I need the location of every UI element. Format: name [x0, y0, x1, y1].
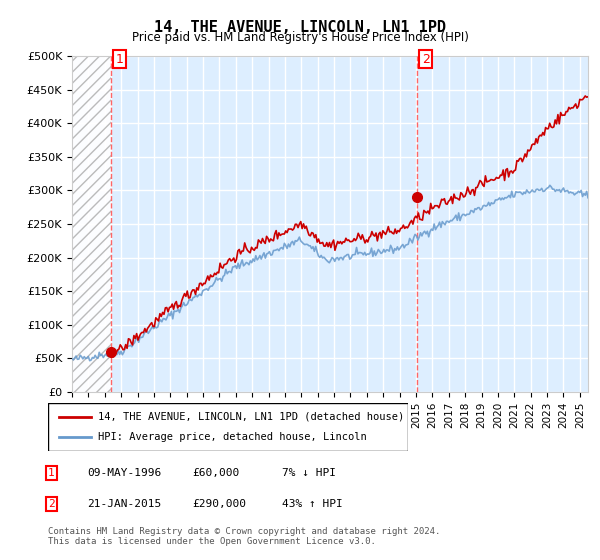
Text: 09-MAY-1996: 09-MAY-1996	[87, 468, 161, 478]
Text: £60,000: £60,000	[192, 468, 239, 478]
Text: 2: 2	[48, 499, 55, 509]
Bar	[72, 56, 110, 392]
Text: 21-JAN-2015: 21-JAN-2015	[87, 499, 161, 509]
FancyBboxPatch shape	[48, 403, 408, 451]
Text: Price paid vs. HM Land Registry's House Price Index (HPI): Price paid vs. HM Land Registry's House …	[131, 31, 469, 44]
Text: Contains HM Land Registry data © Crown copyright and database right 2024.
This d: Contains HM Land Registry data © Crown c…	[48, 526, 440, 546]
Text: 1: 1	[116, 53, 124, 66]
Text: £290,000: £290,000	[192, 499, 246, 509]
Text: 43% ↑ HPI: 43% ↑ HPI	[282, 499, 343, 509]
Text: HPI: Average price, detached house, Lincoln: HPI: Average price, detached house, Linc…	[98, 432, 367, 442]
Text: 14, THE AVENUE, LINCOLN, LN1 1PD (detached house): 14, THE AVENUE, LINCOLN, LN1 1PD (detach…	[98, 412, 404, 422]
Text: 2: 2	[422, 53, 430, 66]
Text: 7% ↓ HPI: 7% ↓ HPI	[282, 468, 336, 478]
Text: 1: 1	[48, 468, 55, 478]
Text: 14, THE AVENUE, LINCOLN, LN1 1PD: 14, THE AVENUE, LINCOLN, LN1 1PD	[154, 20, 446, 35]
